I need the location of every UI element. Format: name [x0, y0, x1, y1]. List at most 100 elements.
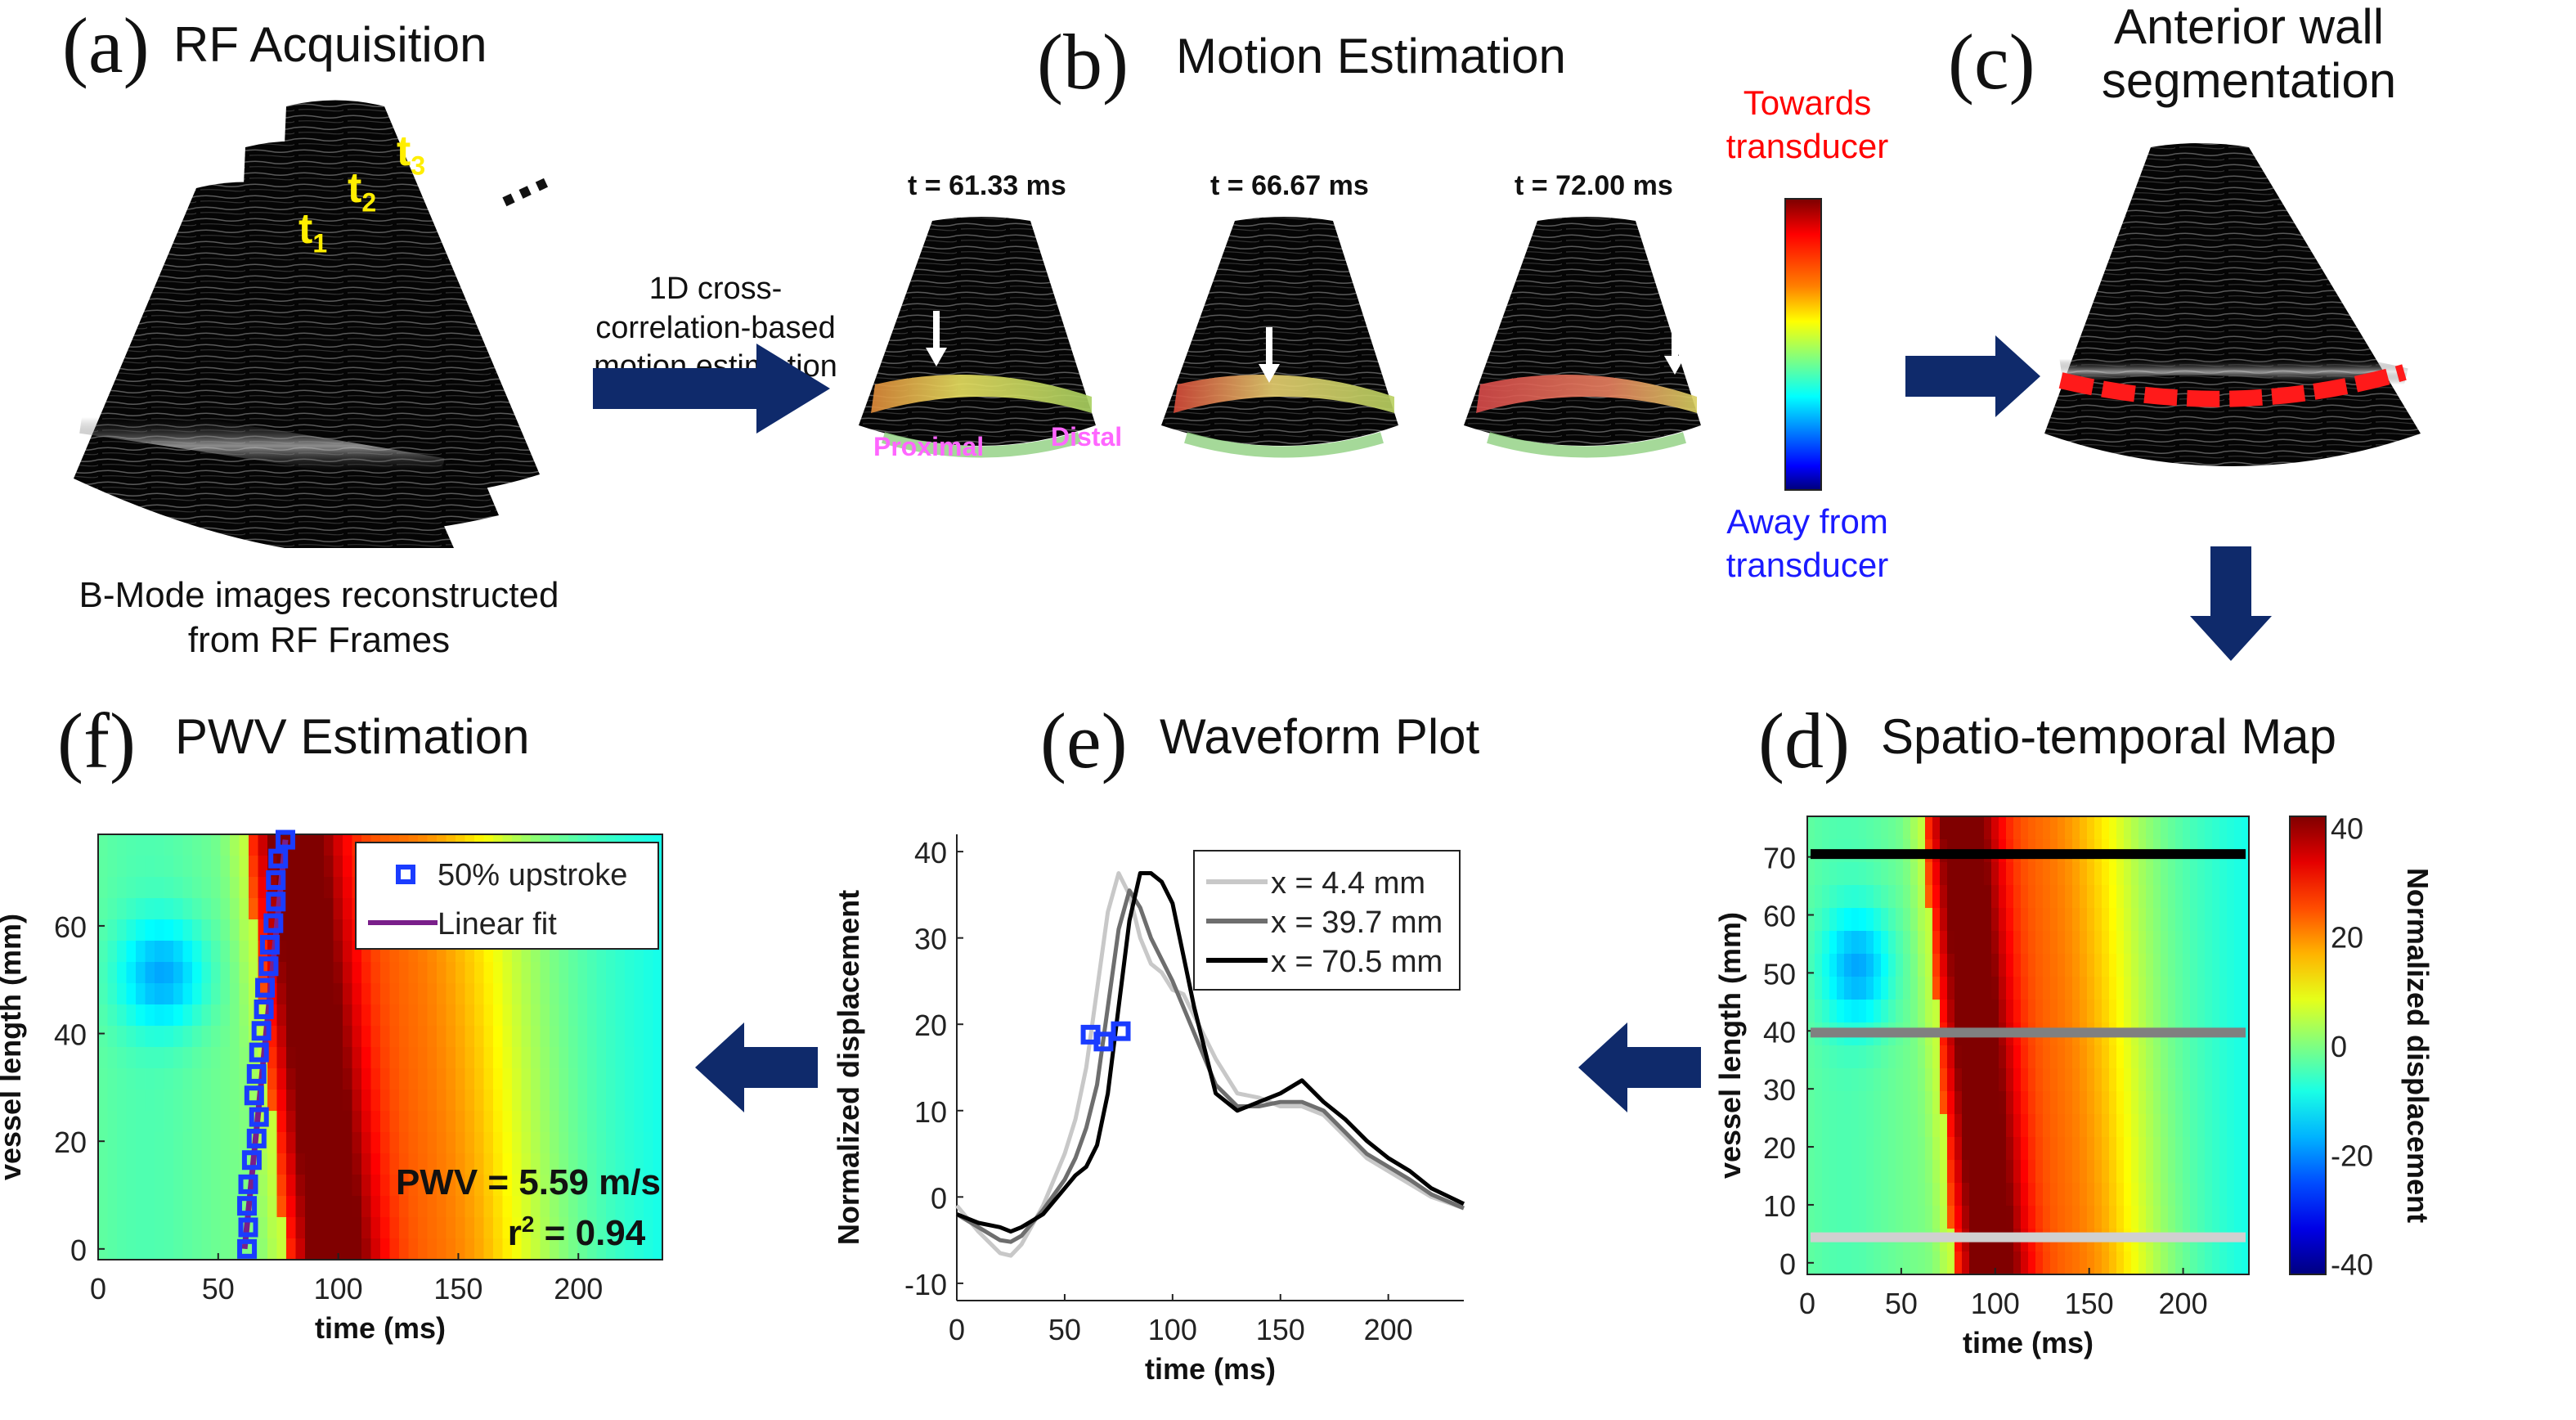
heatmap-cell: [2021, 1000, 2029, 1023]
heatmap-cell: [2168, 816, 2176, 840]
heatmap-cell: [305, 877, 316, 899]
heatmap-cell: [305, 941, 316, 963]
heatmap-cell: [314, 1111, 325, 1133]
heatmap-cell: [1851, 1183, 1860, 1207]
heatmap-cell: [211, 1047, 222, 1069]
heatmap-cell: [2013, 931, 2022, 955]
y-axis-label: vessel length (mm): [1713, 912, 1747, 1179]
heatmap-cell: [531, 1175, 541, 1197]
heatmap-cell: [2153, 1000, 2161, 1023]
heatmap-cell: [1837, 1045, 1845, 1069]
heatmap-cell: [1918, 1114, 1926, 1138]
heatmap-cell: [155, 1217, 165, 1239]
heatmap-cell: [2058, 977, 2066, 1000]
heatmap-cell: [615, 1068, 626, 1090]
heatmap-cell: [2168, 1160, 2176, 1184]
heatmap-cell: [1881, 1045, 1889, 1069]
heatmap-cell: [1918, 862, 1926, 886]
heatmap-cell: [2168, 862, 2176, 886]
heatmap-cell: [1822, 931, 1830, 955]
heatmap-cell: [550, 1068, 560, 1090]
heatmap-cell: [1874, 977, 1882, 1000]
heatmap-cell: [1881, 954, 1889, 977]
heatmap-cell: [2197, 1183, 2206, 1207]
heatmap-cell: [2131, 1091, 2139, 1115]
heatmap-cell: [2205, 1206, 2213, 1229]
heatmap-cell: [2153, 1091, 2161, 1115]
heatmap-cell: [1881, 1114, 1889, 1138]
heatmap-cell: [1977, 1183, 1985, 1207]
x-tick-label: 150: [1256, 1313, 1305, 1346]
heatmap-cell: [1859, 1160, 1867, 1184]
heatmap-cell: [380, 1068, 391, 1090]
heatmap-cell: [2058, 1000, 2066, 1023]
heatmap-cell: [182, 856, 193, 878]
heatmap-cell: [1815, 1091, 1823, 1115]
heatmap-cell: [1815, 816, 1823, 840]
heatmap-cell: [2043, 862, 2051, 886]
heatmap-cell: [1881, 862, 1889, 886]
heatmap-cell: [1999, 931, 2007, 955]
heatmap-cell: [493, 1090, 504, 1112]
heatmap-cell: [1851, 1206, 1860, 1229]
heatmap-cell: [550, 1090, 560, 1112]
heatmap-cell: [2161, 1137, 2169, 1161]
heatmap-cell: [653, 1175, 663, 1197]
heatmap-cell: [1947, 1068, 1955, 1092]
heatmap-cell: [1954, 1068, 1963, 1092]
heatmap-cell: [634, 1238, 644, 1260]
heatmap-cell: [2242, 1045, 2250, 1069]
heatmap-cell: [653, 1196, 663, 1218]
heatmap-cell: [559, 962, 569, 984]
heatmap-cell: [408, 1153, 419, 1175]
heatmap-cell: [1918, 1206, 1926, 1229]
heatmap-cell: [531, 983, 541, 1005]
heatmap-cell: [2197, 1091, 2206, 1115]
heatmap-cell: [173, 1068, 184, 1090]
heatmap-cell: [1962, 931, 1970, 955]
heatmap-cell: [2219, 908, 2228, 932]
heatmap-cell: [2197, 908, 2206, 932]
heatmap-cell: [258, 1175, 268, 1197]
heatmap-cell: [333, 856, 343, 878]
heatmap-cell: [107, 1047, 118, 1069]
heatmap-cell: [1815, 977, 1823, 1000]
heatmap-cell: [587, 962, 598, 984]
heatmap-cell: [352, 1004, 362, 1027]
heatmap-cell: [2175, 1251, 2183, 1275]
heatmap-cell: [1925, 885, 1933, 909]
heatmap-cell: [1837, 1114, 1845, 1138]
heatmap-cell: [230, 1090, 240, 1112]
heatmap-cell: [1984, 977, 1992, 1000]
heatmap-cell: [2035, 1000, 2044, 1023]
heatmap-cell: [2197, 885, 2206, 909]
heatmap-cell: [2065, 885, 2073, 909]
heatmap-cell: [2190, 862, 2198, 886]
heatmap-cell: [2013, 1068, 2022, 1092]
heatmap-cell: [239, 919, 249, 941]
heatmap-cell: [117, 919, 128, 941]
heatmap-cell: [145, 919, 155, 941]
heatmap-cell: [512, 1238, 523, 1260]
heatmap-cell: [550, 1175, 560, 1197]
heatmap-cell: [1837, 977, 1845, 1000]
heatmap-cell: [502, 962, 513, 984]
heatmap-cell: [305, 834, 316, 856]
heatmap-cell: [136, 834, 146, 856]
heatmap-cell: [1940, 1045, 1948, 1069]
x-tick-label: 150: [2065, 1287, 2114, 1320]
heatmap-cell: [1984, 1206, 1992, 1229]
heatmap-cell: [2138, 1000, 2147, 1023]
heatmap-cell: [437, 1153, 447, 1175]
heatmap-cell: [2124, 1114, 2132, 1138]
heatmap-cell: [568, 1004, 579, 1027]
heatmap-cell: [230, 919, 240, 941]
heatmap-cell: [2035, 1068, 2044, 1092]
heatmap-cell: [1888, 1114, 1896, 1138]
heatmap-cell: [2102, 885, 2110, 909]
heatmap-cell: [587, 1132, 598, 1154]
heatmap-cell: [568, 1047, 579, 1069]
heatmap-cell: [2043, 1160, 2051, 1184]
heatmap-cell: [1947, 954, 1955, 977]
